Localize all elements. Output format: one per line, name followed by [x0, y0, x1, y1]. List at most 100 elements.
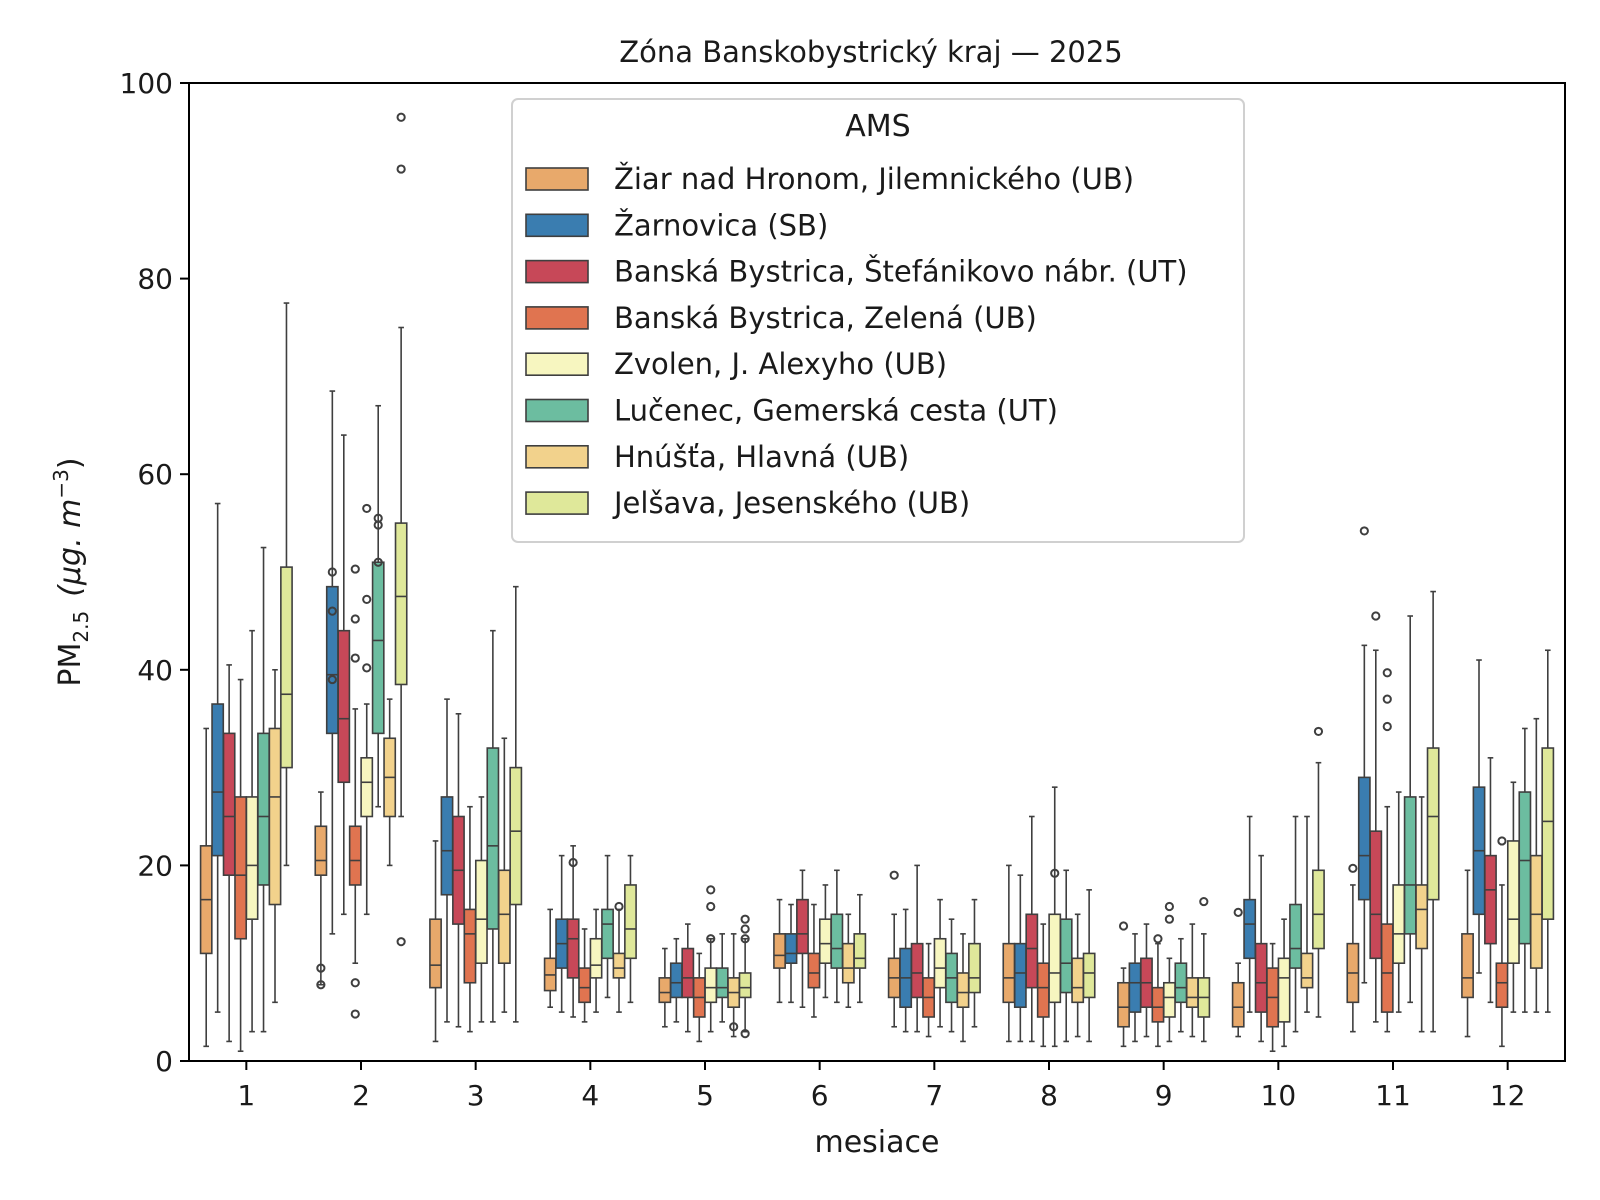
- plot-frame: [188, 82, 1566, 1062]
- box-series-8-month-10: [1312, 726, 1325, 1018]
- box-iqr: [1506, 840, 1520, 965]
- box-series-7-month-12: [1529, 717, 1543, 1013]
- outlier-point: [1164, 901, 1175, 912]
- box-series-3-month-7: [910, 864, 924, 1033]
- box-series-2-month-1: [211, 502, 225, 1013]
- x-axis-label: mesiace: [815, 1125, 940, 1160]
- box-iqr: [1231, 981, 1245, 1028]
- outlier-point: [729, 1022, 739, 1032]
- legend-label: Žiar nad Hronom, Jilemnického (UB): [614, 162, 1134, 196]
- outlier-point: [350, 978, 360, 988]
- outlier-point: [706, 885, 716, 895]
- box-iqr: [1403, 796, 1417, 935]
- series-1: [199, 727, 1474, 1048]
- y-tick-label: 60: [137, 458, 173, 491]
- outlier-point: [327, 606, 337, 616]
- box-series-7-month-7: [956, 933, 970, 1043]
- box-iqr: [658, 977, 672, 1004]
- box-series-8-month-12: [1541, 649, 1555, 1013]
- series-3: [222, 434, 1497, 1043]
- y-axis-label-exp: −3: [49, 469, 73, 498]
- legend-item-8: Jelšava, Jesenského (UB): [525, 486, 970, 520]
- box-series-7-month-10: [1300, 815, 1314, 1013]
- outlier-point: [706, 934, 716, 944]
- box-series-6-month-4: [601, 854, 614, 999]
- legend-item-6: Lučenec, Gemerská cesta (UT): [525, 394, 1058, 428]
- box-series-5-month-3: [474, 796, 488, 1023]
- x-tick-label: 2: [352, 1079, 370, 1112]
- box-iqr: [1013, 942, 1027, 1009]
- y-axis-label: PM2.5 (μg. m−3): [49, 457, 93, 686]
- box-series-2-month-4: [555, 854, 569, 1013]
- legend-label: Hnúšťa, Hlavná (UB): [614, 440, 909, 474]
- box-iqr: [830, 913, 844, 969]
- x-tick-label: 6: [811, 1079, 829, 1112]
- x-axis-ticks: 1 2 3 4 5 6 7 8 9 10 11 12: [237, 1061, 1525, 1112]
- box-iqr: [486, 747, 500, 930]
- legend-title: AMS: [845, 109, 910, 144]
- y-axis-label-close: ): [53, 457, 88, 469]
- box-iqr: [463, 908, 477, 984]
- box-iqr: [853, 933, 867, 969]
- box-iqr: [1461, 933, 1474, 999]
- box-series-1-month-11: [1346, 863, 1360, 1033]
- legend-label: Lučenec, Gemerská cesta (UT): [614, 394, 1058, 428]
- outlier-point: [1348, 863, 1358, 873]
- box-series-1-month-7: [887, 870, 901, 1028]
- box-iqr: [669, 962, 683, 999]
- y-tick-label: 0: [155, 1045, 173, 1078]
- box-series-3-month-8: [1025, 815, 1039, 1043]
- box-series-8-month-3: [509, 585, 523, 1023]
- box-series-5-month-11: [1392, 791, 1406, 1013]
- outlier-point: [1164, 914, 1175, 924]
- outlier-point: [740, 934, 750, 944]
- chart-title: Zóna Banskobystrický kraj — 2025: [619, 35, 1123, 69]
- box-series-5-month-5: [704, 885, 718, 1033]
- outlier-point: [316, 963, 326, 973]
- box-series-7-month-1: [268, 668, 282, 1004]
- box-series-4-month-1: [234, 678, 248, 1053]
- box-iqr: [1243, 898, 1257, 960]
- y-axis-ticks: 0 20 40 60 80 100: [120, 67, 189, 1078]
- outlier-point: [327, 567, 337, 577]
- box-iqr: [807, 952, 821, 989]
- box-iqr: [589, 937, 603, 979]
- box-series-6-month-11: [1403, 615, 1417, 1004]
- legend-item-5: Zvolen, J. Alexyho (UB): [525, 347, 947, 381]
- legend-label: Banská Bystrica, Štefánikovo nábr. (UT): [614, 255, 1188, 289]
- y-tick-label: 80: [137, 263, 173, 296]
- box-iqr: [257, 732, 270, 886]
- legend-items: Žiar nad Hronom, Jilemnického (UB) Žarnov…: [525, 162, 1188, 520]
- box-iqr: [348, 825, 362, 886]
- box-iqr: [1495, 962, 1509, 1009]
- series-8: [280, 112, 1555, 1043]
- outlier-point: [396, 164, 406, 174]
- box-series-4-month-2: [348, 564, 362, 1019]
- outlier-point: [1118, 921, 1129, 931]
- x-tick-label: 3: [467, 1079, 485, 1112]
- outlier-point: [1313, 726, 1324, 737]
- box-series-4-month-6: [807, 903, 821, 1018]
- box-series-3-month-10: [1254, 854, 1268, 1043]
- box-series-4-month-12: [1495, 836, 1509, 1048]
- box-iqr: [910, 942, 924, 999]
- outlier-point: [1382, 694, 1392, 704]
- box-series-3-month-11: [1369, 611, 1383, 1023]
- x-tick-label: 4: [581, 1079, 599, 1112]
- box-series-7-month-11: [1415, 796, 1429, 1033]
- box-series-7-month-2: [383, 698, 397, 867]
- box-iqr: [1369, 830, 1383, 960]
- box-iqr: [245, 796, 259, 920]
- box-iqr: [1151, 986, 1165, 1023]
- box-iqr: [440, 796, 454, 896]
- box-iqr: [1357, 776, 1371, 901]
- outlier-point: [350, 653, 360, 663]
- box-series-5-month-12: [1506, 781, 1520, 1013]
- outlier-point: [396, 937, 406, 947]
- outlier-point: [1497, 836, 1507, 846]
- box-iqr: [1380, 923, 1394, 1013]
- outlier-point: [1382, 668, 1392, 678]
- box-iqr: [566, 918, 580, 979]
- outlier-point: [316, 980, 326, 990]
- outlier-point: [1359, 526, 1369, 536]
